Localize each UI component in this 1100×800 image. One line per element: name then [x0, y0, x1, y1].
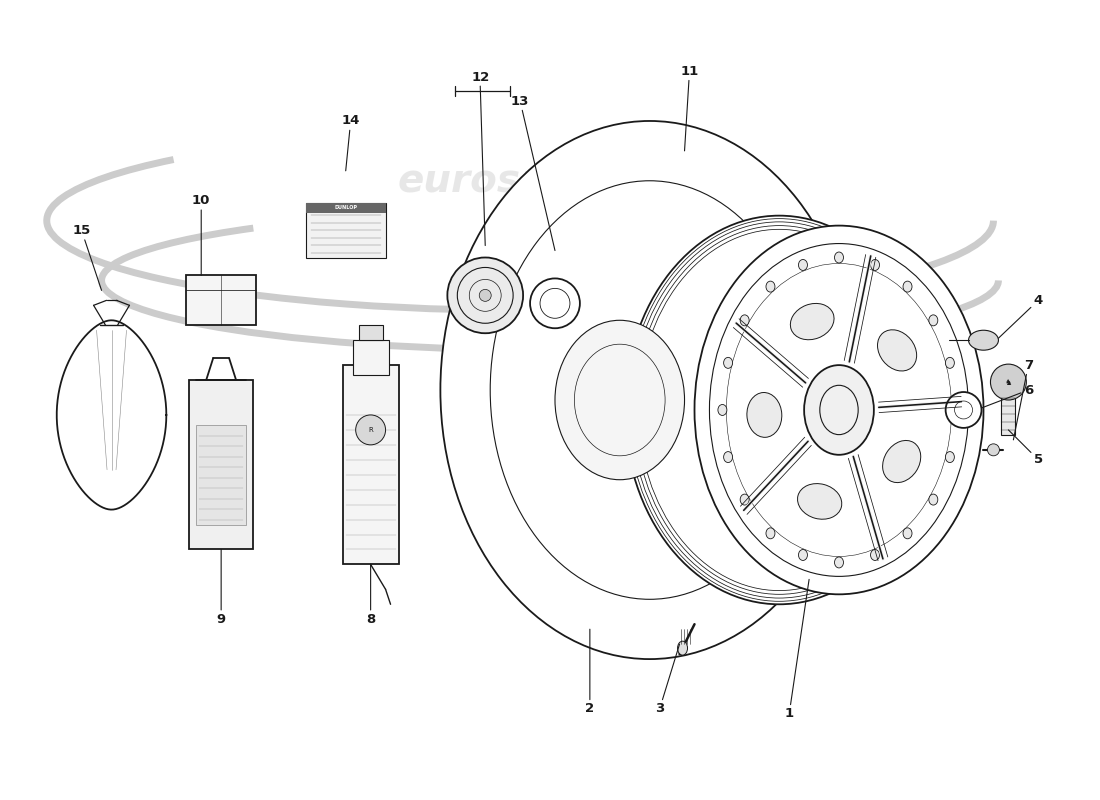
Ellipse shape: [556, 320, 684, 480]
Ellipse shape: [804, 365, 873, 455]
Ellipse shape: [718, 405, 727, 415]
Text: 6: 6: [981, 383, 1033, 408]
Ellipse shape: [835, 557, 844, 568]
Ellipse shape: [946, 392, 981, 428]
Ellipse shape: [903, 528, 912, 538]
Ellipse shape: [945, 451, 955, 462]
Ellipse shape: [882, 441, 921, 482]
Ellipse shape: [990, 364, 1026, 400]
Ellipse shape: [766, 281, 774, 292]
Ellipse shape: [448, 258, 524, 334]
Ellipse shape: [625, 216, 934, 604]
Ellipse shape: [928, 494, 938, 505]
Ellipse shape: [870, 259, 880, 270]
Text: DUNLOP: DUNLOP: [334, 205, 358, 210]
Ellipse shape: [480, 290, 492, 302]
Text: eurospares: eurospares: [576, 481, 823, 518]
Ellipse shape: [799, 259, 807, 270]
Ellipse shape: [968, 330, 999, 350]
Bar: [306, 202, 386, 258]
Text: 10: 10: [192, 194, 210, 275]
Text: 11: 11: [681, 65, 698, 151]
Bar: [189, 380, 253, 550]
Text: 13: 13: [510, 94, 556, 250]
Ellipse shape: [740, 494, 749, 505]
Ellipse shape: [928, 315, 938, 326]
Ellipse shape: [724, 451, 733, 462]
Ellipse shape: [766, 528, 774, 538]
Bar: [186, 275, 256, 326]
Text: 3: 3: [654, 644, 680, 715]
Text: 9: 9: [217, 550, 226, 626]
Ellipse shape: [903, 281, 912, 292]
Text: 15: 15: [73, 224, 101, 290]
Bar: [359, 326, 383, 340]
Ellipse shape: [740, 315, 749, 326]
Ellipse shape: [799, 550, 807, 561]
Ellipse shape: [945, 358, 955, 368]
Text: R: R: [368, 427, 373, 433]
Text: 2: 2: [585, 630, 594, 715]
Ellipse shape: [952, 405, 960, 415]
Bar: [196, 425, 246, 525]
Ellipse shape: [878, 330, 916, 371]
Polygon shape: [57, 320, 166, 510]
Text: 8: 8: [366, 565, 375, 626]
Ellipse shape: [835, 252, 844, 263]
Ellipse shape: [694, 226, 983, 594]
Ellipse shape: [870, 550, 880, 561]
Text: 7: 7: [1013, 358, 1033, 440]
Text: ♞: ♞: [1004, 378, 1012, 386]
Text: 12: 12: [471, 71, 490, 84]
Ellipse shape: [530, 278, 580, 328]
Bar: [353, 340, 388, 375]
Text: 1: 1: [784, 579, 810, 721]
Ellipse shape: [440, 121, 859, 659]
Text: 5: 5: [1009, 430, 1043, 466]
Text: eurospares: eurospares: [397, 162, 644, 200]
Ellipse shape: [678, 641, 688, 655]
Bar: [1001, 385, 1015, 435]
Ellipse shape: [798, 483, 842, 519]
Ellipse shape: [724, 358, 733, 368]
Text: 4: 4: [999, 294, 1043, 338]
Ellipse shape: [747, 393, 782, 438]
Ellipse shape: [355, 415, 386, 445]
Bar: [343, 365, 398, 565]
Ellipse shape: [791, 303, 834, 340]
Bar: [306, 202, 386, 213]
Ellipse shape: [491, 181, 810, 599]
Text: 14: 14: [341, 114, 360, 170]
Ellipse shape: [988, 444, 1000, 456]
